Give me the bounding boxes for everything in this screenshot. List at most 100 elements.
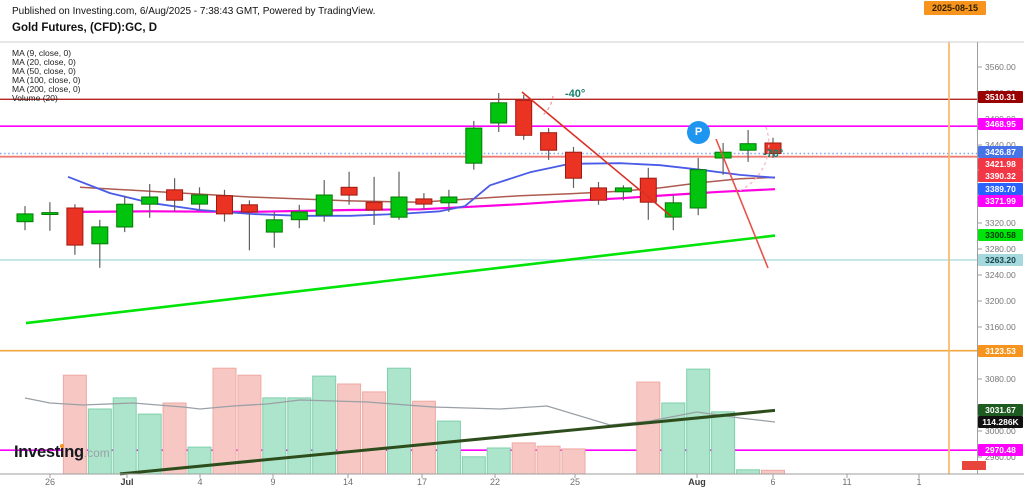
candle-body xyxy=(614,187,632,193)
volume-bar xyxy=(387,367,411,475)
volume-bar xyxy=(461,456,486,475)
price-tick-label: 3160.00 xyxy=(985,322,1016,332)
price-tick-label: 2960.00 xyxy=(985,452,1016,462)
candle-body xyxy=(739,143,757,151)
volume-bar xyxy=(536,445,561,475)
investing-logo: Investı ng.com xyxy=(14,443,110,462)
candle-body xyxy=(116,203,134,228)
price-badge-3031.67: 3031.67 xyxy=(978,403,1023,416)
date-axis-badge: 2025-08-15 xyxy=(924,1,986,15)
volume-bar xyxy=(112,397,137,475)
angle-arc-1 xyxy=(542,95,554,116)
published-line: Published on Investing.com, 6/Aug/2025 -… xyxy=(12,6,376,17)
candle-body xyxy=(340,186,358,196)
price-badge-3389.70: 3389.70 xyxy=(978,182,1023,195)
volume-bar xyxy=(312,375,337,475)
candle-body xyxy=(191,194,208,205)
candle-body xyxy=(465,127,483,164)
time-label-6: 6 xyxy=(770,477,776,487)
price-badge-3421.98: 3421.98 xyxy=(978,157,1023,170)
ma-line-ma200 xyxy=(119,408,776,476)
price-badge-3426.87: 3426.87 xyxy=(978,145,1023,158)
price-badge-3123.53: 3123.53 xyxy=(978,345,1023,357)
volume-bar xyxy=(711,411,736,475)
price-axis[interactable]: 3560.003520.003480.003440.003320.003280.… xyxy=(978,42,1024,474)
legend-item: MA (50, close, 0) xyxy=(12,66,76,76)
time-label-22: 22 xyxy=(489,477,500,487)
angle-70-label: -70° xyxy=(763,148,784,160)
legend-item: MA (100, close, 0) xyxy=(12,75,81,85)
volume-value-badge-clipped xyxy=(962,461,986,470)
angle-40-label: -40° xyxy=(565,88,586,100)
price-tick-label: 3320.00 xyxy=(985,218,1016,228)
logo-text-2: ng xyxy=(64,443,84,461)
candle-body xyxy=(240,204,258,213)
price-badge-114.286K: 114.286K xyxy=(978,415,1023,428)
pivot-marker[interactable]: P xyxy=(687,121,710,144)
volume-bar xyxy=(686,368,711,475)
ma-line-ma100 xyxy=(25,234,776,325)
candle-body xyxy=(515,99,533,136)
candle-body xyxy=(490,102,508,124)
candle-body xyxy=(166,189,184,201)
ma-line-ma9 xyxy=(67,162,776,217)
candle-body xyxy=(565,151,582,179)
candle-body xyxy=(639,177,657,203)
candle-body xyxy=(415,198,433,205)
price-tick-label: 3440.00 xyxy=(985,140,1024,150)
legend-item: Volume (20) xyxy=(12,93,58,103)
time-label-aug: Aug xyxy=(688,477,706,487)
volume-bar xyxy=(262,397,287,475)
candle-body xyxy=(440,196,458,204)
candle-body xyxy=(216,195,233,215)
price-tick-label: 3240.00 xyxy=(985,270,1016,280)
volume-bar xyxy=(187,446,212,475)
logo-orange-dot xyxy=(60,444,65,448)
volume-bar xyxy=(87,408,112,475)
candle-body xyxy=(290,211,308,221)
price-tick-label: 3280.00 xyxy=(985,244,1016,254)
trendline-2[interactable] xyxy=(715,138,769,269)
price-badge-3263.20: 3263.20 xyxy=(978,253,1023,266)
price-tick-label: 3200.00 xyxy=(985,296,1016,306)
candle-body xyxy=(41,212,59,216)
price-badge-3510.31: 3510.31 xyxy=(978,91,1023,103)
volume-bar xyxy=(636,381,661,475)
logo-com: .com xyxy=(83,446,110,460)
volume-bar xyxy=(212,367,237,475)
trendline-1[interactable] xyxy=(521,91,672,217)
price-tick-label: 3560.00 xyxy=(985,62,1016,72)
candle-body xyxy=(141,196,159,205)
legend-item: MA (9, close, 0) xyxy=(12,48,72,58)
volume-bar xyxy=(511,442,536,475)
volume-bar xyxy=(561,448,586,475)
instrument-title: Gold Futures, (CFD):GC, D xyxy=(12,22,158,34)
volume-ma-line xyxy=(24,397,776,426)
time-label-4: 4 xyxy=(197,477,203,487)
indicator-legend: MA (9, close, 0) MA (20, close, 0) MA (50,… xyxy=(12,49,81,103)
time-label-17: 17 xyxy=(416,477,427,487)
time-label-14: 14 xyxy=(342,477,353,487)
angle-arc-2 xyxy=(738,126,770,192)
logo-dotless-i: ı xyxy=(59,443,65,461)
price-tick-label: 3000.00 xyxy=(985,426,1016,436)
volume-bar xyxy=(362,391,387,475)
candle-body xyxy=(689,169,707,209)
time-label-11: 11 xyxy=(842,477,852,487)
time-label-1: 1 xyxy=(916,477,922,487)
candle-body xyxy=(590,187,607,201)
volume-bar xyxy=(287,397,312,475)
time-label-9: 9 xyxy=(270,477,276,487)
price-tick-label: 3080.00 xyxy=(985,374,1016,384)
candle-body xyxy=(540,132,558,151)
volume-bar xyxy=(337,383,362,475)
candle-body xyxy=(390,196,408,218)
candle-body xyxy=(66,207,84,246)
candle-body xyxy=(664,202,682,218)
volume-bar xyxy=(137,413,162,475)
legend-item: MA (20, close, 0) xyxy=(12,57,76,67)
candle-body xyxy=(91,226,109,245)
time-axis[interactable]: 26 Jul 4 9 14 17 22 25 Aug 6 11 1 xyxy=(0,474,1024,493)
time-label-jul: Jul xyxy=(120,477,134,487)
